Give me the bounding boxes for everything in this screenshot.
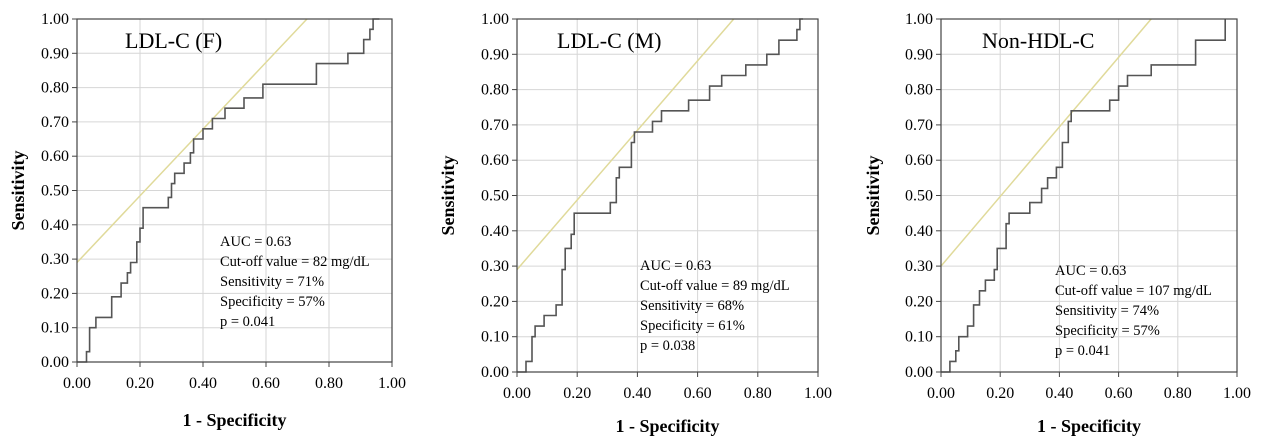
y-tick-label: 0.70 (905, 117, 933, 134)
roc-panel-3: 0.00 0.10 0.20 0.30 0.40 0.50 0.60 0.70 0.80 0.90… (863, 11, 1251, 436)
roc-curve (517, 18, 803, 373)
y-tick-label: 0.20 (481, 293, 509, 310)
panel-title: Non-HDL-C (982, 28, 1094, 53)
y-tick-label: 0.90 (41, 45, 69, 62)
stat-line: AUC = 0.63 (220, 234, 291, 250)
y-tick-label: 0.60 (41, 148, 69, 165)
roc-panel-2: 0.00 0.10 0.20 0.30 0.40 0.50 0.60 0.70 0.80 0.90… (438, 11, 832, 436)
x-tick-label: 0.60 (684, 385, 712, 402)
y-tick-label: 0.20 (905, 293, 933, 310)
x-tick-label: 0.80 (744, 385, 772, 402)
panel-title: LDL-C (M) (557, 28, 661, 53)
y-tick-label: 0.70 (481, 117, 509, 134)
reference-line (516, 18, 735, 271)
y-tick-label: 0.80 (481, 82, 509, 99)
x-tick-label: 0.40 (1045, 385, 1073, 402)
y-tick-label: 0.00 (905, 364, 933, 381)
x-tick-label: 0.60 (1105, 385, 1133, 402)
roc-curve (77, 18, 380, 363)
x-tick-label: 0.80 (315, 375, 343, 392)
y-tick-label: 0.80 (905, 82, 933, 99)
y-tick-label: 1.00 (481, 11, 509, 28)
stat-line: Sensitivity = 68% (640, 298, 744, 314)
panel-title: LDL-C (F) (125, 28, 222, 53)
y-tick-label: 0.30 (905, 258, 933, 275)
y-tick-label: 0.40 (481, 223, 509, 240)
y-tick-label: 0.30 (481, 258, 509, 275)
x-tick-label: 0.20 (986, 385, 1014, 402)
stat-line: Cut-off value = 107 mg/dL (1055, 283, 1212, 299)
x-axis-title: 1 - Specificity (183, 410, 287, 430)
y-tick-label: 0.50 (41, 183, 69, 200)
y-tick-label: 0.10 (41, 320, 69, 337)
x-tick-label: 0.80 (1164, 385, 1192, 402)
y-axis-title: Sensitivity (438, 155, 458, 235)
stat-line: AUC = 0.63 (640, 258, 711, 274)
y-axis-title: Sensitivity (863, 155, 883, 235)
x-tick-label: 0.00 (63, 375, 91, 392)
stat-line: Specificity = 57% (220, 294, 325, 310)
y-tick-label: 0.10 (905, 329, 933, 346)
y-tick-label: 0.40 (905, 223, 933, 240)
x-tick-label: 1.00 (1223, 385, 1251, 402)
x-tick-label: 0.00 (927, 385, 955, 402)
x-tick-label: 0.40 (189, 375, 217, 392)
y-tick-label: 0.50 (905, 188, 933, 205)
x-tick-label: 0.20 (126, 375, 154, 392)
y-tick-label: 0.40 (41, 217, 69, 234)
x-tick-label: 0.00 (503, 385, 531, 402)
roc-panel-1: 0.00 0.10 0.20 0.30 0.40 0.50 0.60 0.70 0.80 0.90… (8, 11, 406, 430)
x-tick-label: 0.20 (563, 385, 591, 402)
y-tick-label: 0.30 (41, 251, 69, 268)
reference-line (76, 18, 308, 264)
y-tick-label: 0.90 (905, 46, 933, 63)
x-tick-label: 1.00 (378, 375, 406, 392)
y-tick-label: 0.60 (481, 152, 509, 169)
y-tick-label: 1.00 (41, 11, 69, 28)
stat-line: Specificity = 61% (640, 318, 745, 334)
stat-line: Cut-off value = 89 mg/dL (640, 278, 790, 294)
reference-line (940, 18, 1152, 267)
y-tick-label: 0.70 (41, 114, 69, 131)
y-tick-label: 0.00 (481, 364, 509, 381)
y-tick-label: 1.00 (905, 11, 933, 28)
stat-line: Cut-off value = 82 mg/dL (220, 254, 370, 270)
y-tick-label: 0.00 (41, 354, 69, 371)
y-tick-label: 0.90 (481, 46, 509, 63)
y-tick-label: 0.80 (41, 80, 69, 97)
x-axis-title: 1 - Specificity (1037, 416, 1141, 436)
stat-line: AUC = 0.63 (1055, 263, 1126, 279)
y-tick-label: 0.50 (481, 188, 509, 205)
stat-line: Specificity = 57% (1055, 323, 1160, 339)
stat-line: Sensitivity = 74% (1055, 303, 1159, 319)
x-axis-title: 1 - Specificity (616, 416, 720, 436)
stat-line: p = 0.041 (1055, 343, 1110, 359)
stat-line: Sensitivity = 71% (220, 274, 324, 290)
stat-line: p = 0.041 (220, 314, 275, 330)
x-tick-label: 0.40 (623, 385, 651, 402)
y-tick-label: 0.20 (41, 285, 69, 302)
y-tick-label: 0.60 (905, 152, 933, 169)
y-axis-title: Sensitivity (8, 150, 28, 230)
x-tick-label: 0.60 (252, 375, 280, 392)
x-tick-label: 1.00 (804, 385, 832, 402)
roc-curve (941, 19, 1226, 373)
stat-line: p = 0.038 (640, 338, 695, 354)
y-tick-label: 0.10 (481, 329, 509, 346)
